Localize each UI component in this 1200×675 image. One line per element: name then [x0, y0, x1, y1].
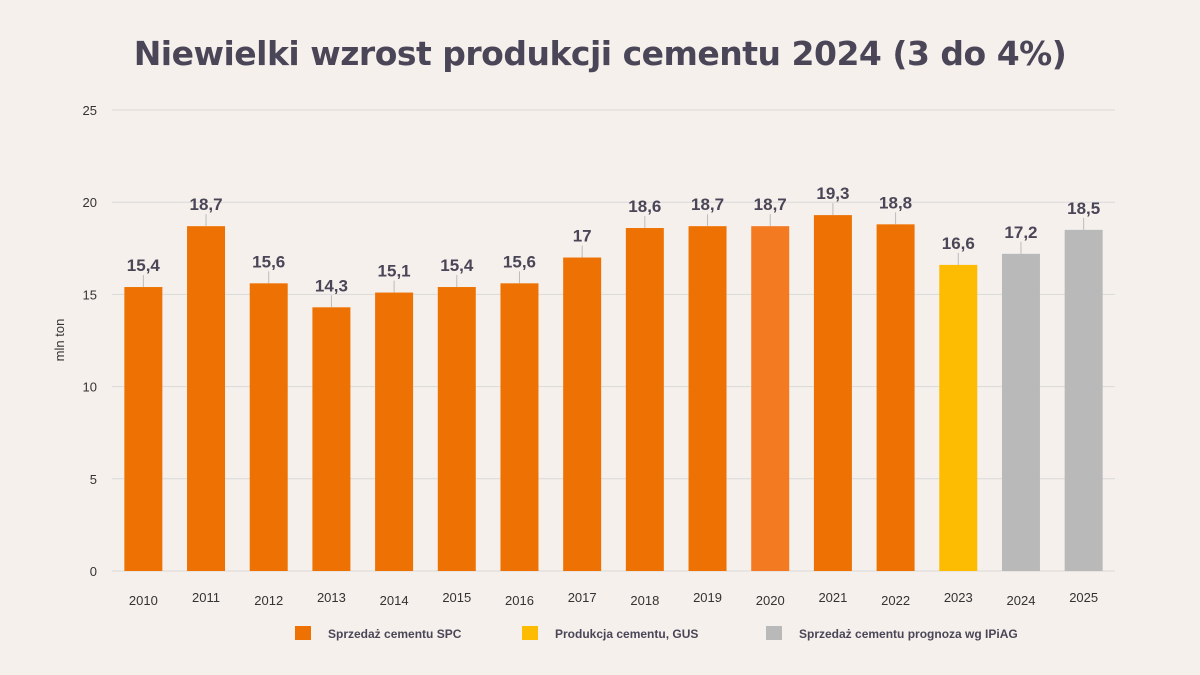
bar-2013: [312, 307, 351, 571]
x-axis-ticks: 2010 2011 2012 2013 2014 2015 2016 2017 2018 2019…: [129, 590, 1098, 608]
data-label-2010: 15,4: [127, 256, 161, 275]
data-label-2023: 16,6: [942, 234, 975, 253]
x-tick-label-2025: 2025: [1069, 590, 1098, 605]
y-tick-label: 25: [83, 103, 97, 118]
bar-2014: [375, 292, 414, 571]
y-tick-label: 20: [83, 195, 97, 210]
bar-2015: [437, 287, 476, 571]
data-label-2013: 14,3: [315, 276, 348, 295]
x-tick-label-2016: 2016: [505, 593, 534, 608]
data-labels: 15,4 18,7 15,6 14,3 15,1 15,4 15,6 17 18,6 18,7 18…: [127, 184, 1100, 308]
legend-label-gus: Produkcja cementu, GUS: [555, 627, 698, 641]
x-tick-label-2013: 2013: [317, 590, 346, 605]
x-tick-label-2015: 2015: [442, 590, 471, 605]
data-label-2016: 15,6: [503, 252, 536, 271]
y-tick-label: 0: [90, 564, 97, 579]
y-tick-label: 10: [83, 380, 97, 395]
bar-2021: [813, 215, 852, 571]
x-tick-label-2020: 2020: [756, 593, 785, 608]
x-tick-label-2014: 2014: [380, 593, 409, 608]
bar-2025: [1064, 229, 1103, 572]
bar-2018: [625, 228, 664, 572]
x-tick-label-2010: 2010: [129, 593, 158, 608]
bars: [124, 215, 1103, 572]
bar-2019: [688, 226, 727, 571]
bar-2016: [500, 283, 539, 571]
legend-label-spc: Sprzedaż cementu SPC: [328, 627, 462, 641]
data-label-2021: 19,3: [816, 184, 849, 203]
x-tick-label-2022: 2022: [881, 593, 910, 608]
legend: Sprzedaż cementu SPC Produkcja cementu, G…: [295, 626, 1018, 641]
x-tick-label-2021: 2021: [818, 590, 847, 605]
data-label-2025: 18,5: [1067, 199, 1100, 218]
legend-swatch-ipiag: [766, 626, 782, 640]
x-tick-label-2011: 2011: [192, 590, 220, 605]
legend-swatch-gus: [522, 626, 538, 640]
bar-2012: [249, 283, 288, 571]
y-axis-title: mln ton: [52, 319, 67, 362]
y-axis-ticks: 0 5 10 15 20 25: [83, 103, 97, 579]
bar-2017: [563, 257, 602, 571]
bar-2023: [939, 264, 978, 571]
x-tick-label-2012: 2012: [254, 593, 283, 608]
bar-2022: [876, 224, 915, 571]
data-label-2019: 18,7: [691, 195, 724, 214]
legend-swatch-spc: [295, 626, 311, 640]
x-tick-label-2023: 2023: [944, 590, 973, 605]
data-label-2011: 18,7: [189, 195, 222, 214]
x-tick-label-2024: 2024: [1007, 593, 1036, 608]
data-label-2018: 18,6: [628, 197, 661, 216]
x-tick-label-2019: 2019: [693, 590, 722, 605]
bar-2020: [751, 226, 790, 571]
bar-2010: [124, 287, 163, 571]
y-tick-label: 5: [90, 472, 97, 487]
data-label-2020: 18,7: [754, 195, 787, 214]
data-label-2012: 15,6: [252, 252, 285, 271]
chart-title: Niewielki wzrost produkcji cementu 2024 …: [133, 34, 1067, 73]
data-label-2022: 18,8: [879, 193, 912, 212]
bar-2011: [187, 226, 226, 571]
data-label-2024: 17,2: [1004, 223, 1037, 242]
x-tick-label-2017: 2017: [568, 590, 597, 605]
data-label-2014: 15,1: [378, 262, 411, 281]
data-label-2015: 15,4: [440, 256, 474, 275]
x-tick-label-2018: 2018: [630, 593, 659, 608]
data-label-2017: 17: [573, 227, 592, 246]
bar-2024: [1001, 253, 1040, 571]
legend-label-ipiag: Sprzedaż cementu prognoza wg IPiAG: [799, 627, 1018, 641]
y-tick-label: 15: [83, 287, 97, 302]
